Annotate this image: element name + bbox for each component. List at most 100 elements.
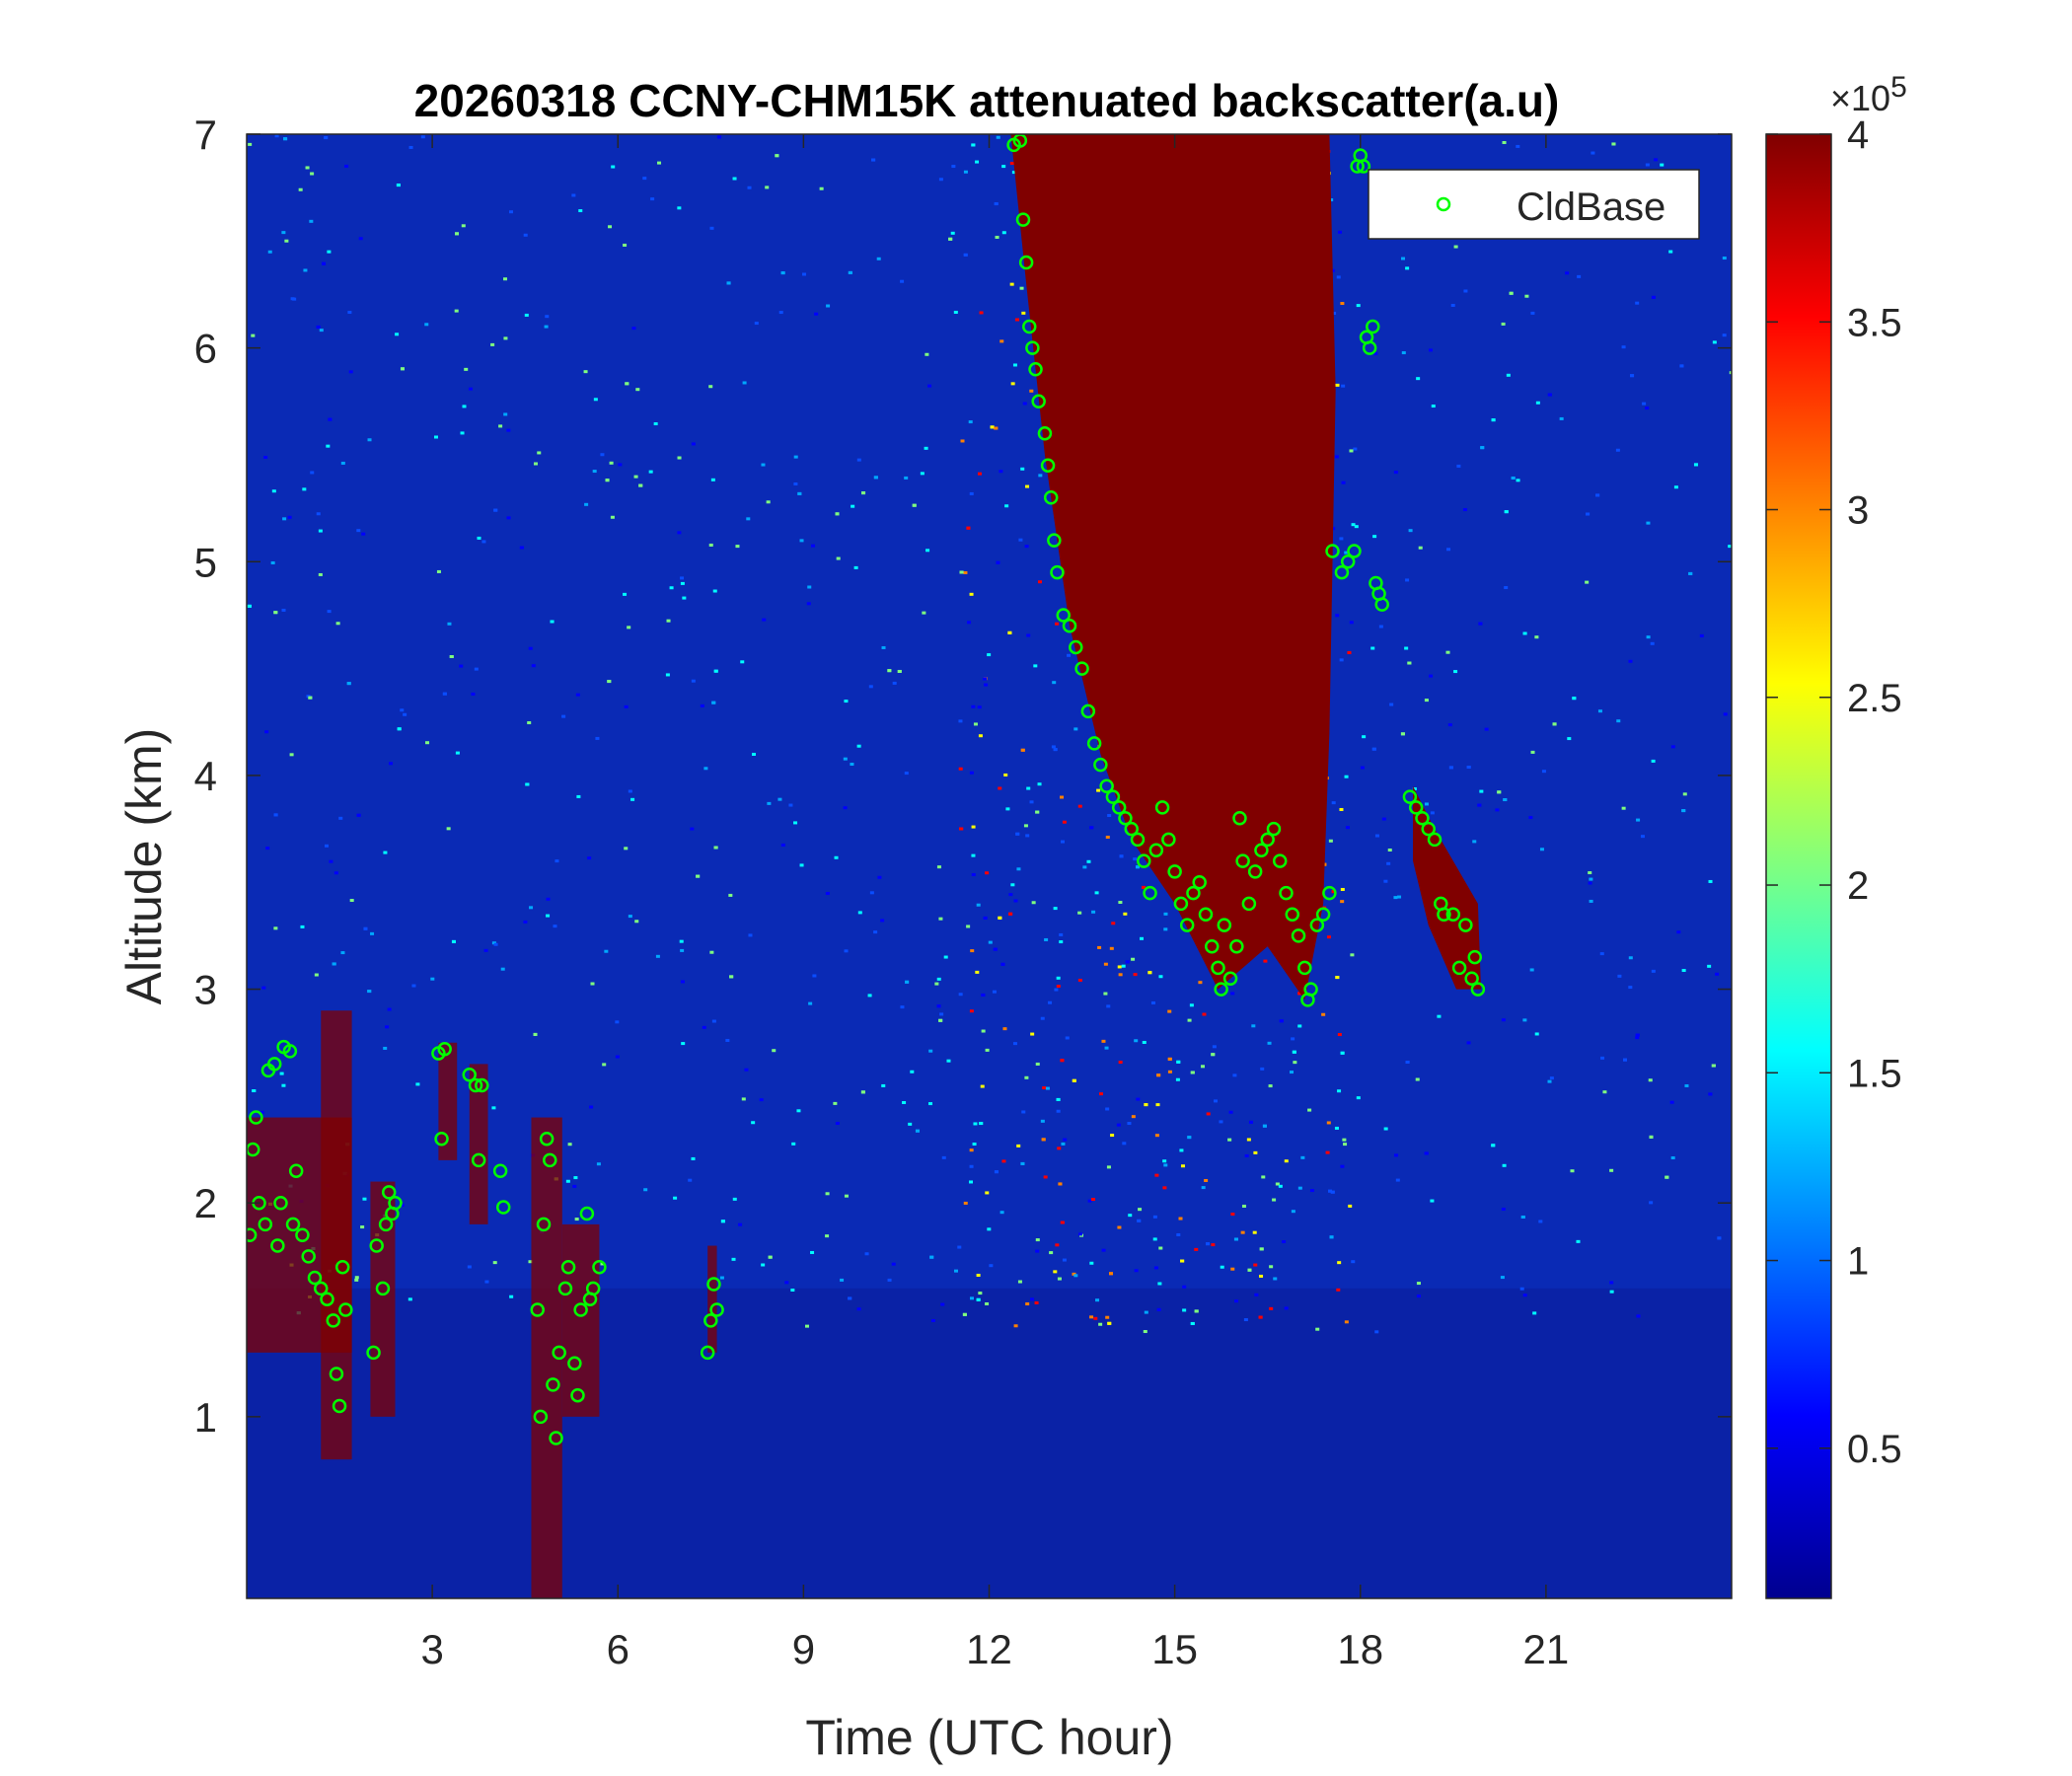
- heatmap-cell: [998, 916, 1002, 920]
- heatmap-cell: [247, 604, 252, 608]
- heatmap-cell: [969, 592, 974, 596]
- cldbase-point: [314, 1281, 329, 1296]
- heatmap-cell: [1506, 373, 1511, 377]
- heatmap-cell: [561, 714, 566, 718]
- heatmap-cell: [1651, 969, 1656, 973]
- heatmap-cell: [840, 1278, 845, 1282]
- heatmap-cell: [1211, 1053, 1216, 1057]
- heatmap-cell: [1588, 871, 1592, 875]
- heatmap-cell: [1479, 789, 1484, 793]
- heatmap-cell: [881, 645, 886, 649]
- heatmap-cell: [712, 589, 717, 593]
- heatmap-cell: [464, 367, 469, 371]
- heatmap-cell: [1190, 1071, 1195, 1074]
- heatmap-cell: [1012, 1042, 1017, 1046]
- heatmap-cell: [1008, 912, 1013, 916]
- heatmap-cell: [1374, 1330, 1379, 1334]
- heatmap-cell: [1048, 1000, 1053, 1004]
- heatmap-cell: [503, 412, 508, 416]
- heatmap-cell: [719, 1276, 724, 1280]
- heatmap-cell: [643, 1188, 648, 1192]
- heatmap-cell: [525, 782, 530, 786]
- cldbase-point: [1173, 896, 1189, 912]
- heatmap-cell: [740, 660, 745, 664]
- heatmap-cell: [1167, 1057, 1172, 1061]
- heatmap-cell: [387, 1007, 392, 1011]
- heatmap-cell: [1491, 1144, 1496, 1147]
- cldbase-point: [579, 1206, 595, 1221]
- heatmap-cell: [1341, 481, 1346, 484]
- heatmap-cell: [1051, 745, 1056, 749]
- heatmap-cell: [1038, 474, 1043, 478]
- heatmap-cell: [1292, 1050, 1296, 1054]
- heatmap-cell: [1094, 891, 1099, 895]
- heatmap-cell: [1534, 1032, 1539, 1036]
- heatmap-cell: [844, 700, 849, 703]
- heatmap-cell: [1001, 231, 1006, 235]
- cldbase-point: [1340, 555, 1356, 569]
- heatmap-cell: [1337, 1089, 1342, 1093]
- heatmap-cell: [780, 271, 785, 275]
- cldbase-point: [334, 1259, 350, 1275]
- heatmap-cell: [848, 1296, 852, 1300]
- heatmap-cell: [324, 136, 329, 140]
- heatmap-cell: [1214, 1099, 1219, 1103]
- cldbase-point: [1161, 832, 1176, 848]
- low-cloud-region: [321, 1010, 352, 1460]
- heatmap-cell: [1456, 464, 1461, 468]
- heatmap-cell: [335, 622, 340, 626]
- cldbase-point: [495, 1200, 511, 1215]
- heatmap-cell: [1383, 879, 1388, 883]
- heatmap-cell: [400, 708, 405, 712]
- heatmap-cell: [1029, 389, 1034, 393]
- cldbase-point: [1437, 907, 1451, 922]
- x-tick-label: 12: [966, 1626, 1012, 1672]
- heatmap-cell: [1429, 674, 1434, 678]
- heatmap-cell: [680, 980, 685, 984]
- heatmap-cell: [251, 333, 256, 337]
- heatmap-cell: [1167, 1009, 1172, 1013]
- heatmap-cell: [1336, 275, 1341, 279]
- legend: CldBase: [1368, 169, 1700, 240]
- heatmap-cell: [1003, 773, 1008, 777]
- heatmap-cell: [992, 990, 997, 994]
- heatmap-cell: [1268, 1084, 1273, 1088]
- heatmap-cell: [1297, 992, 1302, 996]
- heatmap-cell: [1595, 493, 1600, 497]
- heatmap-cell: [1060, 1221, 1065, 1224]
- heatmap-cell: [680, 948, 685, 952]
- heatmap-cell: [681, 1042, 686, 1046]
- heatmap-cell: [1020, 467, 1025, 471]
- heatmap-cell: [1723, 712, 1728, 716]
- cloud-base-scatter: [247, 134, 1486, 1445]
- heatmap-cell: [904, 476, 909, 480]
- heatmap-cell: [1022, 402, 1027, 406]
- heatmap-cell: [1636, 1314, 1641, 1318]
- heatmap-cell: [1127, 1122, 1132, 1126]
- y-tick-label: 5: [194, 539, 217, 585]
- heatmap-cell: [925, 549, 930, 553]
- heatmap-cell: [726, 281, 731, 285]
- heatmap-cell: [1416, 1282, 1421, 1286]
- heatmap-cell: [468, 387, 473, 391]
- heatmap-cell: [969, 771, 974, 775]
- heatmap-cell: [1230, 1267, 1235, 1271]
- heatmap-cell: [696, 874, 701, 878]
- heatmap-cell: [1254, 1293, 1259, 1296]
- heatmap-cell: [1682, 792, 1687, 796]
- heatmap-cell: [596, 1162, 601, 1166]
- heatmap-cell: [1025, 484, 1030, 488]
- heatmap-cell: [600, 1262, 605, 1266]
- heatmap-cell: [953, 310, 958, 314]
- heatmap-cell: [996, 560, 1000, 564]
- heatmap-cell: [677, 456, 682, 460]
- heatmap-cell: [1086, 859, 1091, 863]
- heatmap-cell: [876, 257, 881, 260]
- heatmap-cell: [615, 1055, 620, 1059]
- heatmap-cell: [657, 161, 662, 165]
- heatmap-cell: [544, 325, 549, 329]
- heatmap-cell: [1341, 384, 1346, 388]
- cldbase-point: [1467, 949, 1483, 965]
- heatmap-cell: [938, 1018, 943, 1022]
- heatmap-cell: [1349, 449, 1354, 453]
